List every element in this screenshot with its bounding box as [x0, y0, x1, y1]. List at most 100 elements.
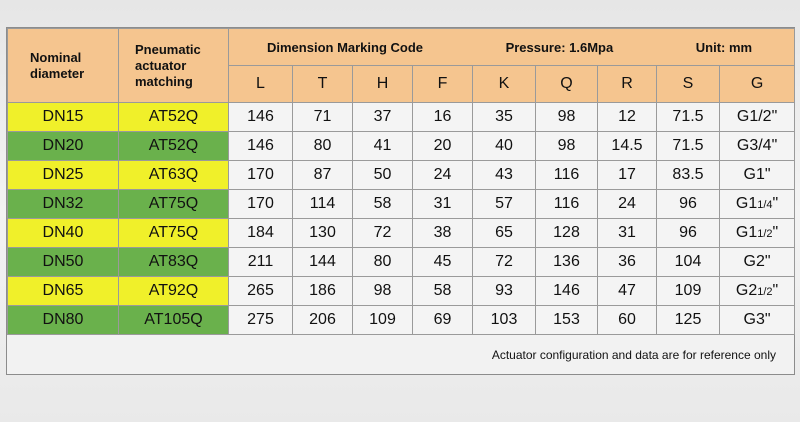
value-cell-f: 38 [412, 218, 473, 248]
nominal-diameter-cell: DN25 [7, 160, 119, 190]
value-cell-s: 104 [656, 247, 720, 277]
value-cell-r: 14.5 [597, 131, 657, 161]
value-cell-k: 72 [472, 247, 536, 277]
value-cell-s: 71.5 [656, 131, 720, 161]
value-cell-r: 47 [597, 276, 657, 306]
value-cell-k: 35 [472, 102, 536, 132]
value-cell-h: 58 [352, 189, 413, 219]
column-header-t: T [292, 65, 353, 103]
value-cell-q: 116 [535, 160, 598, 190]
value-cell-f: 69 [412, 305, 473, 335]
value-cell-r: 36 [597, 247, 657, 277]
thread-size-fraction: 1/2 [757, 286, 773, 298]
unit-label: Unit: mm [695, 39, 753, 55]
table-row: DN40 AT75Q 184 130 72 38 65 128 31 96 G11/2" [7, 218, 796, 248]
value-cell-t: 71 [292, 102, 353, 132]
value-cell-g: G1/2" [718, 102, 796, 132]
nominal-diameter-header: Nominal diameter [7, 28, 119, 103]
column-header-h: H [352, 65, 413, 103]
value-cell-f: 31 [412, 189, 473, 219]
value-cell-g: G1" [718, 160, 796, 190]
value-cell-h: 109 [352, 305, 413, 335]
value-cell-r: 60 [597, 305, 657, 335]
value-cell-s: 109 [656, 276, 720, 306]
column-header-g: G [718, 65, 796, 103]
value-cell-f: 24 [412, 160, 473, 190]
table-row: DN25 AT63Q 170 87 50 24 43 116 17 83.5 G1" [7, 160, 796, 190]
actuator-cell: AT83Q [118, 247, 229, 277]
value-cell-h: 41 [352, 131, 413, 161]
actuator-cell: AT52Q [118, 102, 229, 132]
actuator-matching-header: Pneumatic actuator matching [118, 28, 229, 103]
value-cell-f: 45 [412, 247, 473, 277]
value-cell-r: 24 [597, 189, 657, 219]
value-cell-l: 184 [228, 218, 293, 248]
column-header-r: R [597, 65, 657, 103]
value-cell-q: 146 [535, 276, 598, 306]
nominal-diameter-cell: DN50 [7, 247, 119, 277]
actuator-cell: AT52Q [118, 131, 229, 161]
value-cell-k: 65 [472, 218, 536, 248]
actuator-cell: AT75Q [118, 189, 229, 219]
value-cell-l: 211 [228, 247, 293, 277]
thread-size-fraction: 1/2 [757, 228, 773, 240]
column-header-l: L [228, 65, 293, 103]
value-cell-l: 275 [228, 305, 293, 335]
value-cell-q: 136 [535, 247, 598, 277]
value-cell-f: 16 [412, 102, 473, 132]
value-cell-r: 12 [597, 102, 657, 132]
actuator-cell: AT92Q [118, 276, 229, 306]
value-cell-s: 83.5 [656, 160, 720, 190]
value-cell-g: G11/2" [718, 218, 796, 248]
pressure-label: Pressure: 1.6Mpa [505, 39, 614, 55]
value-cell-t: 186 [292, 276, 353, 306]
value-cell-q: 98 [535, 131, 598, 161]
table-row: DN32 AT75Q 170 114 58 31 57 116 24 96 G11/4" [7, 189, 796, 219]
value-cell-q: 98 [535, 102, 598, 132]
dimension-table: Nominal diameter Pneumatic actuator matc… [7, 28, 796, 335]
table-row: DN20 AT52Q 146 80 41 20 40 98 14.5 71.5 G3/4" [7, 131, 796, 161]
thread-size-main: G2 [735, 282, 758, 299]
value-cell-k: 93 [472, 276, 536, 306]
nominal-diameter-cell: DN80 [7, 305, 119, 335]
thread-size-suffix: " [772, 224, 779, 241]
value-cell-l: 146 [228, 131, 293, 161]
column-header-q: Q [535, 65, 598, 103]
value-cell-r: 31 [597, 218, 657, 248]
value-cell-s: 96 [656, 189, 720, 219]
table-row: DN65 AT92Q 265 186 98 58 93 146 47 109 G21/2" [7, 276, 796, 306]
value-cell-s: 71.5 [656, 102, 720, 132]
thread-size-main: G1/2" [736, 108, 778, 125]
nominal-diameter-cell: DN32 [7, 189, 119, 219]
thread-size-fraction: 1/4 [757, 199, 773, 211]
value-cell-h: 37 [352, 102, 413, 132]
value-cell-t: 87 [292, 160, 353, 190]
footer-note: Actuator configuration and data are for … [491, 348, 776, 362]
value-cell-k: 103 [472, 305, 536, 335]
column-header-k: K [472, 65, 536, 103]
value-cell-r: 17 [597, 160, 657, 190]
nominal-diameter-cell: DN65 [7, 276, 119, 306]
value-cell-q: 116 [535, 189, 598, 219]
value-cell-h: 72 [352, 218, 413, 248]
value-cell-t: 114 [292, 189, 353, 219]
value-cell-g: G21/2" [718, 276, 796, 306]
value-cell-k: 57 [472, 189, 536, 219]
thread-size-main: G1 [735, 195, 758, 212]
thread-size-suffix: " [772, 282, 779, 299]
value-cell-q: 153 [535, 305, 598, 335]
actuator-cell: AT75Q [118, 218, 229, 248]
thread-size-main: G1" [743, 166, 771, 183]
value-cell-t: 206 [292, 305, 353, 335]
dimension-banner: Dimension Marking Code Pressure: 1.6Mpa … [227, 28, 796, 66]
nominal-diameter-cell: DN40 [7, 218, 119, 248]
value-cell-g: G3/4" [718, 131, 796, 161]
spec-table-frame: Nominal diameter Pneumatic actuator matc… [6, 27, 796, 375]
thread-size-main: G3/4" [736, 137, 778, 154]
column-header-f: F [412, 65, 473, 103]
value-cell-q: 128 [535, 218, 598, 248]
value-cell-g: G3" [718, 305, 796, 335]
value-cell-l: 170 [228, 160, 293, 190]
value-cell-l: 146 [228, 102, 293, 132]
value-cell-g: G2" [718, 247, 796, 277]
